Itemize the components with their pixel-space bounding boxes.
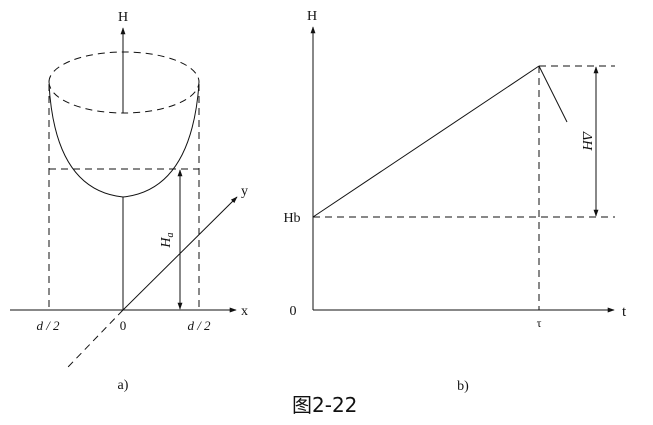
right-tick-label: d / 2 [187, 318, 211, 333]
left-tick-label: d / 2 [36, 318, 60, 333]
y-axis-label: y [241, 184, 248, 199]
figure-caption: 图2-22 [292, 393, 357, 417]
ellipse-bottom-dashed [48, 81, 200, 114]
paraboloid-curve [48, 83, 200, 198]
ellipse-top-dashed [48, 51, 200, 83]
x-axis-label: x [241, 304, 248, 319]
tau-label: τ [537, 316, 542, 330]
origin-b-label: 0 [290, 304, 297, 319]
h-axis-a-label: H [118, 10, 128, 25]
delta-label: ΔH [579, 131, 594, 151]
origin-a-label: 0 [120, 318, 127, 333]
t-axis-label: t [622, 304, 627, 320]
rise-line [312, 65, 540, 218]
caption-a: a) [118, 378, 129, 393]
caption-b: b) [457, 379, 469, 394]
y-axis-back-dashed [67, 309, 124, 368]
base-label: Hb [283, 211, 300, 226]
height-label: Ha [159, 232, 176, 248]
leader-line [538, 65, 568, 123]
h-axis-b-label: H [307, 9, 317, 24]
